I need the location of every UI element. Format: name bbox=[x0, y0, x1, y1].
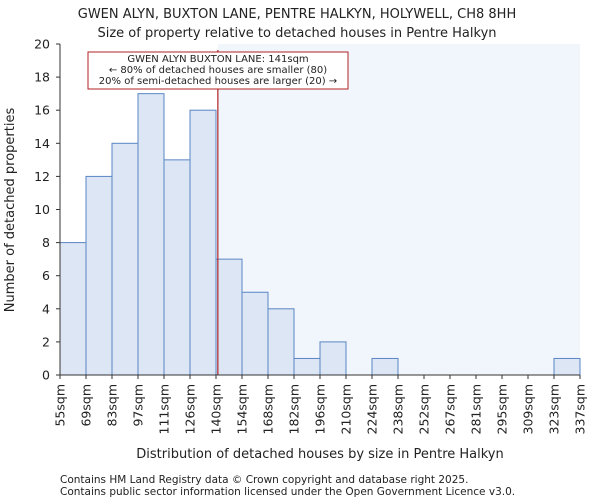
y-tick-label: 4 bbox=[42, 301, 50, 316]
y-tick-label: 12 bbox=[34, 169, 50, 184]
y-tick-label: 18 bbox=[34, 70, 50, 85]
x-tick-label: 281sqm bbox=[469, 384, 484, 434]
x-tick-label: 337sqm bbox=[573, 384, 588, 434]
bar-111sqm bbox=[163, 159, 191, 376]
y-tick-label: 8 bbox=[42, 235, 50, 250]
annotation-box: GWEN ALYN BUXTON LANE: 141sqm ← 80% of d… bbox=[87, 51, 349, 90]
x-tick-label: 154sqm bbox=[235, 384, 250, 434]
x-tick-label: 69sqm bbox=[79, 384, 94, 427]
x-tick-label: 267sqm bbox=[443, 384, 458, 434]
bar-55sqm bbox=[59, 242, 87, 376]
bar-154sqm bbox=[241, 291, 269, 376]
bar-168sqm bbox=[267, 308, 295, 376]
bars-group bbox=[59, 93, 581, 376]
bar-224sqm bbox=[371, 357, 399, 376]
y-tick-label: 0 bbox=[42, 368, 50, 383]
x-axis-label: Distribution of detached houses by size … bbox=[136, 447, 503, 462]
x-tick-label: 111sqm bbox=[157, 384, 172, 434]
x-tick-label: 295sqm bbox=[495, 384, 510, 434]
annotation-line-3: 20% of semi-detached houses are larger (… bbox=[99, 76, 337, 87]
bar-83sqm bbox=[111, 142, 139, 376]
bar-196sqm bbox=[319, 341, 347, 376]
x-tick-label: 126sqm bbox=[183, 384, 198, 434]
bar-69sqm bbox=[85, 175, 113, 376]
x-axis: 55sqm 69sqm 83sqm 97sqm 111sqm 126sqm 140sqm 15… bbox=[53, 374, 588, 434]
y-tick-label: 20 bbox=[34, 37, 50, 52]
bar-323sqm bbox=[553, 357, 581, 376]
y-axis-label: Number of detached properties bbox=[3, 108, 18, 313]
x-tick-label: 210sqm bbox=[339, 384, 354, 434]
x-tick-label: 182sqm bbox=[287, 384, 302, 434]
y-tick-label: 6 bbox=[42, 268, 50, 283]
x-tick-label: 252sqm bbox=[417, 384, 432, 434]
x-tick-label: 196sqm bbox=[313, 384, 328, 434]
y-axis: 0 2 4 6 8 10 12 14 16 18 20 bbox=[34, 37, 61, 383]
annotation-line-1: GWEN ALYN BUXTON LANE: 141sqm bbox=[127, 54, 308, 65]
y-tick-label: 16 bbox=[34, 103, 50, 118]
x-tick-label: 140sqm bbox=[209, 384, 224, 434]
annotation-frame bbox=[87, 51, 349, 90]
x-tick-label: 238sqm bbox=[391, 384, 406, 434]
x-tick-label: 309sqm bbox=[521, 384, 536, 434]
y-tick-label: 2 bbox=[42, 334, 50, 349]
bar-182sqm bbox=[293, 357, 321, 376]
annotation-line-2: ← 80% of detached houses are smaller (80… bbox=[109, 65, 327, 76]
chart-subtitle: Size of property relative to detached ho… bbox=[97, 26, 496, 41]
x-tick-label: 83sqm bbox=[105, 384, 120, 427]
chart-title: GWEN ALYN, BUXTON LANE, PENTRE HALKYN, H… bbox=[78, 7, 516, 22]
bar-97sqm bbox=[137, 93, 165, 376]
footer-line-1: Contains HM Land Registry data © Crown c… bbox=[60, 474, 468, 486]
x-tick-label: 224sqm bbox=[365, 384, 380, 434]
y-tick-label: 10 bbox=[34, 202, 50, 217]
footer-line-2: Contains public sector information licen… bbox=[60, 486, 515, 498]
x-tick-label: 97sqm bbox=[131, 384, 146, 427]
y-tick-label: 14 bbox=[34, 136, 50, 151]
x-tick-label: 168sqm bbox=[261, 384, 276, 434]
bar-140sqm bbox=[215, 258, 243, 376]
x-tick-label: 323sqm bbox=[547, 384, 562, 434]
x-tick-label: 55sqm bbox=[53, 384, 68, 427]
bar-126sqm bbox=[189, 109, 217, 376]
